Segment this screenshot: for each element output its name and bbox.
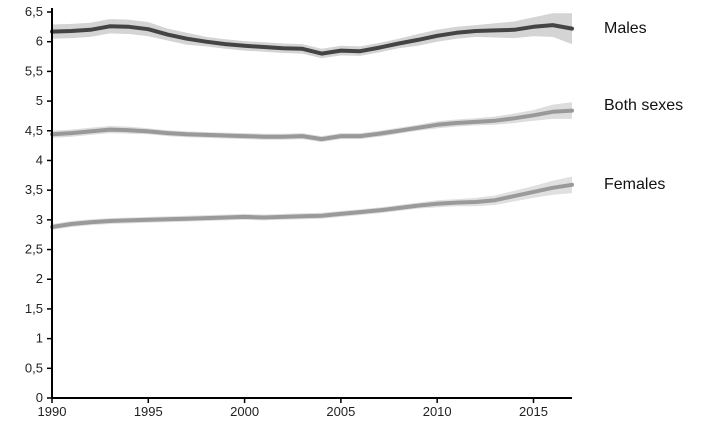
y-tick-label: 1 bbox=[36, 331, 43, 346]
x-tick-label: 2005 bbox=[326, 404, 355, 419]
y-tick-label: 2,5 bbox=[25, 242, 43, 257]
y-tick-label: 0,5 bbox=[25, 360, 43, 375]
x-tick-label: 1990 bbox=[38, 404, 67, 419]
y-tick-label: 5,5 bbox=[25, 63, 43, 78]
y-tick-label: 4,5 bbox=[25, 123, 43, 138]
y-tick-label: 5 bbox=[36, 93, 43, 108]
y-tick-label: 6,5 bbox=[25, 4, 43, 19]
x-tick-label: 2000 bbox=[230, 404, 259, 419]
x-tick-label: 1995 bbox=[134, 404, 163, 419]
y-tick-label: 2 bbox=[36, 271, 43, 286]
series-line-0 bbox=[50, 23, 574, 56]
y-tick-label: 0 bbox=[36, 390, 43, 405]
y-tick-label: 3 bbox=[36, 212, 43, 227]
series-label-1: Both sexes bbox=[604, 97, 683, 114]
series-label-2: Females bbox=[604, 176, 665, 193]
series-line-1 bbox=[50, 108, 574, 142]
y-tick-label: 3,5 bbox=[25, 182, 43, 197]
x-tick-label: 2010 bbox=[423, 404, 452, 419]
y-tick-label: 1,5 bbox=[25, 301, 43, 316]
y-tick-label: 4 bbox=[36, 152, 43, 167]
x-tick-label: 2015 bbox=[519, 404, 548, 419]
series-line-2 bbox=[50, 182, 574, 229]
series-label-0: Males bbox=[604, 20, 647, 37]
y-tick-label: 6 bbox=[36, 34, 43, 49]
series-band-2 bbox=[52, 176, 572, 230]
